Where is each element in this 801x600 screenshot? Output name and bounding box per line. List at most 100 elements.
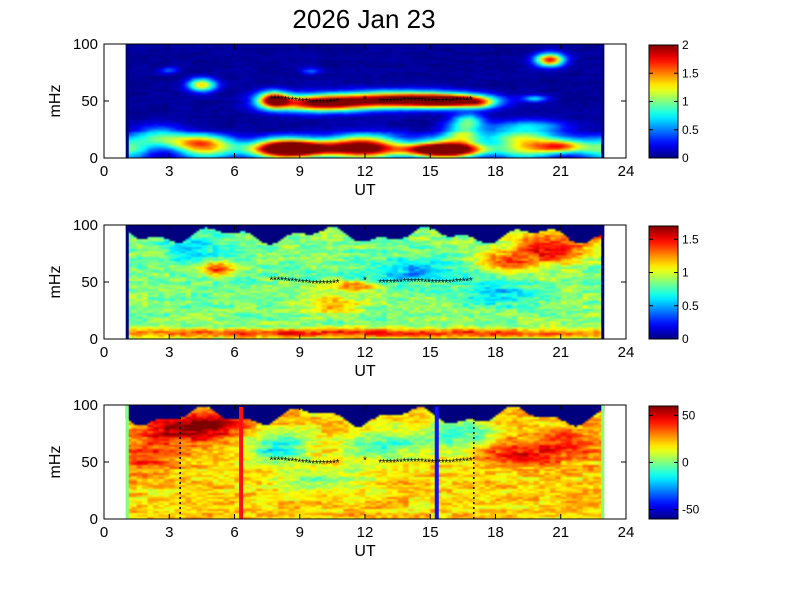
y-tick-label: 100: [73, 36, 98, 53]
heatmap: [125, 44, 605, 158]
ridge-point: *: [283, 276, 287, 287]
ridge-point: *: [406, 457, 410, 468]
ridge-point: *: [399, 277, 403, 288]
y-tick-label: 50: [81, 93, 98, 110]
ridge-point: *: [413, 457, 417, 468]
ridge-point: *: [434, 97, 438, 108]
ridge-point: *: [382, 458, 386, 469]
ridge-point: *: [462, 277, 466, 288]
ridge-point: *: [413, 277, 417, 288]
ridge-point: *: [336, 97, 340, 108]
ridge-point: *: [336, 278, 340, 289]
colorbar-tick-label: 0: [682, 332, 689, 346]
ridge-point: *: [427, 458, 431, 469]
ridge-point: *: [294, 96, 298, 107]
ridge-point: *: [434, 278, 438, 289]
colorbar-tick-label: 0: [682, 456, 689, 470]
ridge-point: *: [322, 459, 326, 470]
ridge-point: *: [315, 279, 319, 290]
ridge-point: *: [430, 278, 434, 289]
ridge-point: *: [403, 457, 407, 468]
ridge-point: *: [336, 458, 340, 469]
ridge-point: *: [301, 458, 305, 469]
ridge-point: *: [420, 457, 424, 468]
ridge-point: *: [290, 457, 294, 468]
x-axis-label: UT: [354, 182, 376, 199]
ridge-point: *: [276, 276, 280, 287]
ridge-point: *: [430, 97, 434, 108]
x-tick-label: 3: [165, 163, 173, 180]
ridge-point: *: [304, 97, 308, 108]
x-tick-label: 24: [618, 163, 635, 180]
ridge-point: *: [410, 457, 414, 468]
ridge-point: *: [417, 277, 421, 288]
ridge-point: *: [276, 95, 280, 106]
x-tick-label: 18: [487, 344, 504, 361]
colorbar-tick-label: 0: [682, 151, 689, 165]
ridge-point: *: [304, 278, 308, 289]
ridge-point: *: [332, 97, 336, 108]
ridge-point: *: [437, 458, 441, 469]
ridge-point: *: [378, 458, 382, 469]
ridge-point: *: [396, 278, 400, 289]
colorbar: [648, 225, 679, 340]
ridge-point: *: [311, 98, 315, 109]
x-tick-label: 3: [165, 344, 173, 361]
ridge-point: *: [325, 459, 329, 470]
ridge-point: *: [297, 96, 301, 107]
ridge-point: *: [417, 457, 421, 468]
ridge-point: *: [287, 276, 291, 287]
y-tick-label: 50: [81, 274, 98, 291]
ridge-point: *: [424, 277, 428, 288]
ridge-point: *: [465, 95, 469, 106]
ridge-point: *: [283, 456, 287, 467]
ridge-point: *: [444, 278, 448, 289]
ridge-point: *: [329, 98, 333, 109]
ridge-point: *: [280, 95, 284, 106]
ridge-point: *: [413, 96, 417, 107]
x-tick-label: 6: [230, 344, 238, 361]
heatmap: [125, 405, 605, 519]
y-axis-label: mHz: [47, 266, 64, 299]
ridge-point: *: [308, 458, 312, 469]
ridge-point: *: [458, 457, 462, 468]
x-tick-label: 0: [100, 163, 108, 180]
colorbar: [648, 405, 679, 520]
ridge-point: *: [385, 458, 389, 469]
ridge-point: *: [441, 278, 445, 289]
ridge-point: *: [399, 96, 403, 107]
colorbar-tick-label: 50: [682, 408, 696, 422]
colorbar-tick-label: 2: [682, 38, 689, 52]
x-tick-label: 21: [552, 163, 569, 180]
ridge-point: *: [420, 96, 424, 107]
ridge-point: *: [424, 96, 428, 107]
x-tick-label: 6: [230, 163, 238, 180]
ridge-point: *: [273, 276, 277, 287]
ridge-point: *: [325, 279, 329, 290]
ridge-point: *: [308, 97, 312, 108]
ridge-point: *: [441, 458, 445, 469]
ridge-point: *: [273, 456, 277, 467]
ridge-point: *: [297, 457, 301, 468]
ridge-point: *: [392, 97, 396, 108]
x-tick-label: 12: [357, 163, 374, 180]
ridge-point: *: [458, 277, 462, 288]
ridge-point: *: [318, 279, 322, 290]
ridge-point: *: [378, 278, 382, 289]
ridge-point: *: [434, 458, 438, 469]
ridge-point: *: [469, 456, 473, 467]
ridge-point: *: [451, 457, 455, 468]
ridge-point: *: [451, 96, 455, 107]
ridge-point: *: [308, 278, 312, 289]
y-tick-label: 100: [73, 397, 98, 414]
y-axis-label: mHz: [47, 85, 64, 118]
ridge-point: *: [441, 97, 445, 108]
y-tick-label: 0: [90, 331, 98, 348]
edge-band-left: [125, 405, 129, 519]
x-tick-label: 9: [296, 163, 304, 180]
ridge-point: *: [455, 277, 459, 288]
ridge-point: *: [280, 456, 284, 467]
ridge-point: *: [410, 277, 414, 288]
ridge-point: *: [389, 458, 393, 469]
